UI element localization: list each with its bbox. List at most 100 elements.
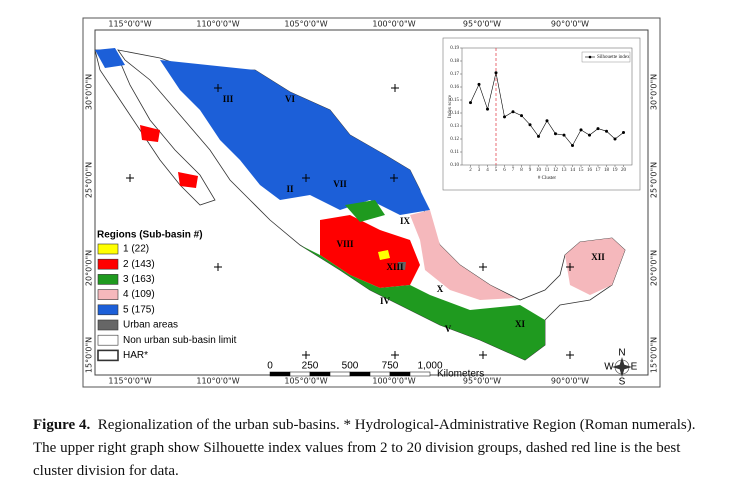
scale-label: 250	[302, 361, 319, 372]
legend-swatch	[97, 258, 119, 270]
region-label: IV	[380, 296, 391, 306]
legend-swatch	[97, 334, 119, 346]
legend-box	[581, 51, 631, 63]
lat-label: 15°0'0"N	[85, 337, 94, 373]
y-tick-label: 0.16	[450, 85, 459, 90]
data-point	[511, 110, 515, 114]
scale-label: 500	[342, 361, 359, 372]
data-point	[579, 128, 583, 132]
data-point	[528, 123, 532, 127]
x-tick-label: 11	[545, 168, 550, 173]
figure: 115°0'0"W 115°0'0"W 110°0'0"W 110°0'0"W 105°…	[82, 17, 661, 388]
compass-letter: N	[618, 348, 625, 359]
data-point	[622, 131, 625, 134]
x-tick-label: 8	[520, 168, 523, 173]
scale-segment	[289, 371, 311, 377]
region-label: VIII	[336, 239, 354, 249]
x-tick-label: 20	[621, 168, 627, 173]
x-axis-label: # Cluster	[538, 176, 557, 181]
lon-label: 115°0'0"W	[108, 20, 151, 29]
zone-blue-2	[95, 48, 125, 68]
legend-label: HAR*	[123, 350, 148, 361]
lon-label: 100°0'0"W	[372, 377, 415, 386]
y-tick-label: 0.17	[450, 72, 459, 77]
scale-segment	[369, 371, 391, 377]
scale-segment	[329, 371, 351, 377]
lon-label: 90°0'0"W	[551, 20, 589, 29]
data-point	[503, 115, 506, 119]
data-point	[554, 132, 557, 136]
lon-label: 105°0'0"W	[284, 377, 327, 386]
x-tick-label: 7	[512, 168, 515, 173]
x-tick-label: 15	[579, 168, 585, 173]
region-label: III	[223, 94, 234, 104]
lat-label: 25°0'0"N	[85, 162, 94, 198]
data-point	[477, 82, 481, 86]
scale-segment	[349, 371, 371, 377]
lon-label: 110°0'0"W	[196, 377, 239, 386]
y-tick-label: 0.10	[450, 163, 459, 168]
x-tick-label: 14	[570, 168, 576, 173]
x-tick-label: 6	[503, 168, 506, 173]
caption: Figure 4. Regionalization of the urban s…	[33, 414, 713, 483]
zone-urban	[397, 262, 406, 270]
x-tick-label: 4	[486, 168, 489, 173]
caption-label: Figure 4.	[33, 417, 91, 433]
scale-label: 0	[267, 361, 273, 372]
legend-label: 4 (109)	[123, 289, 155, 300]
data-point	[494, 71, 498, 75]
y-tick-label: 0.15	[450, 98, 459, 103]
scale-segment	[409, 371, 431, 377]
data-point	[571, 144, 574, 147]
region-label: V	[445, 324, 452, 334]
x-tick-label: 16	[587, 168, 593, 173]
scale-label: 750	[382, 361, 399, 372]
scale-segment	[309, 371, 331, 377]
data-point	[537, 134, 540, 138]
data-point	[613, 137, 617, 141]
legend-swatch	[97, 274, 119, 285]
x-tick-label: 3	[478, 168, 481, 173]
compass	[612, 357, 632, 377]
legend-label: 2 (143)	[123, 259, 155, 270]
scale-label: 1,000	[417, 361, 442, 372]
x-tick-label: 2	[469, 168, 472, 173]
zone-blue	[160, 60, 430, 215]
zone-green-2	[345, 200, 385, 222]
zone-red-3	[178, 172, 198, 188]
legend-swatch	[97, 349, 119, 362]
lat-label: 25°0'0"N	[650, 162, 659, 198]
caption-text: Regionalization of the urban sub-basins.…	[33, 417, 696, 479]
compass-letter: S	[619, 377, 626, 388]
y-tick-label: 0.11	[450, 150, 459, 155]
region-label: XI	[515, 319, 525, 329]
x-tick-label: 17	[596, 168, 602, 173]
x-tick-label: 19	[613, 168, 619, 173]
legend-swatch	[97, 319, 119, 331]
y-tick-label: 0.18	[450, 59, 459, 64]
lon-label: 95°0'0"W	[463, 20, 501, 29]
zone-green	[300, 245, 545, 360]
x-tick-label: 12	[553, 168, 559, 173]
compass-letter: E	[631, 362, 638, 373]
zone-red-2	[140, 125, 160, 142]
lat-label: 15°0'0"N	[650, 337, 659, 373]
y-tick-label: 0.12	[450, 137, 459, 142]
x-tick-label: 9	[529, 168, 532, 173]
legend-title: Regions (Sub-basin #)	[97, 230, 203, 241]
region-label: II	[286, 184, 294, 194]
data-point	[588, 133, 591, 137]
legend-swatch	[97, 243, 119, 255]
legend-label: 3 (163)	[123, 274, 155, 285]
scale-segment	[269, 371, 291, 377]
x-tick-label: 5	[495, 168, 498, 173]
legend-label: 5 (175)	[123, 304, 155, 315]
lat-label: 20°0'0"N	[650, 250, 659, 286]
data-point	[486, 107, 489, 111]
data-point	[469, 101, 472, 105]
lon-label: 110°0'0"W	[196, 20, 239, 29]
baja-peninsula	[94, 49, 216, 206]
legend-label: Silhouette index	[597, 55, 630, 60]
data-point	[520, 114, 523, 118]
